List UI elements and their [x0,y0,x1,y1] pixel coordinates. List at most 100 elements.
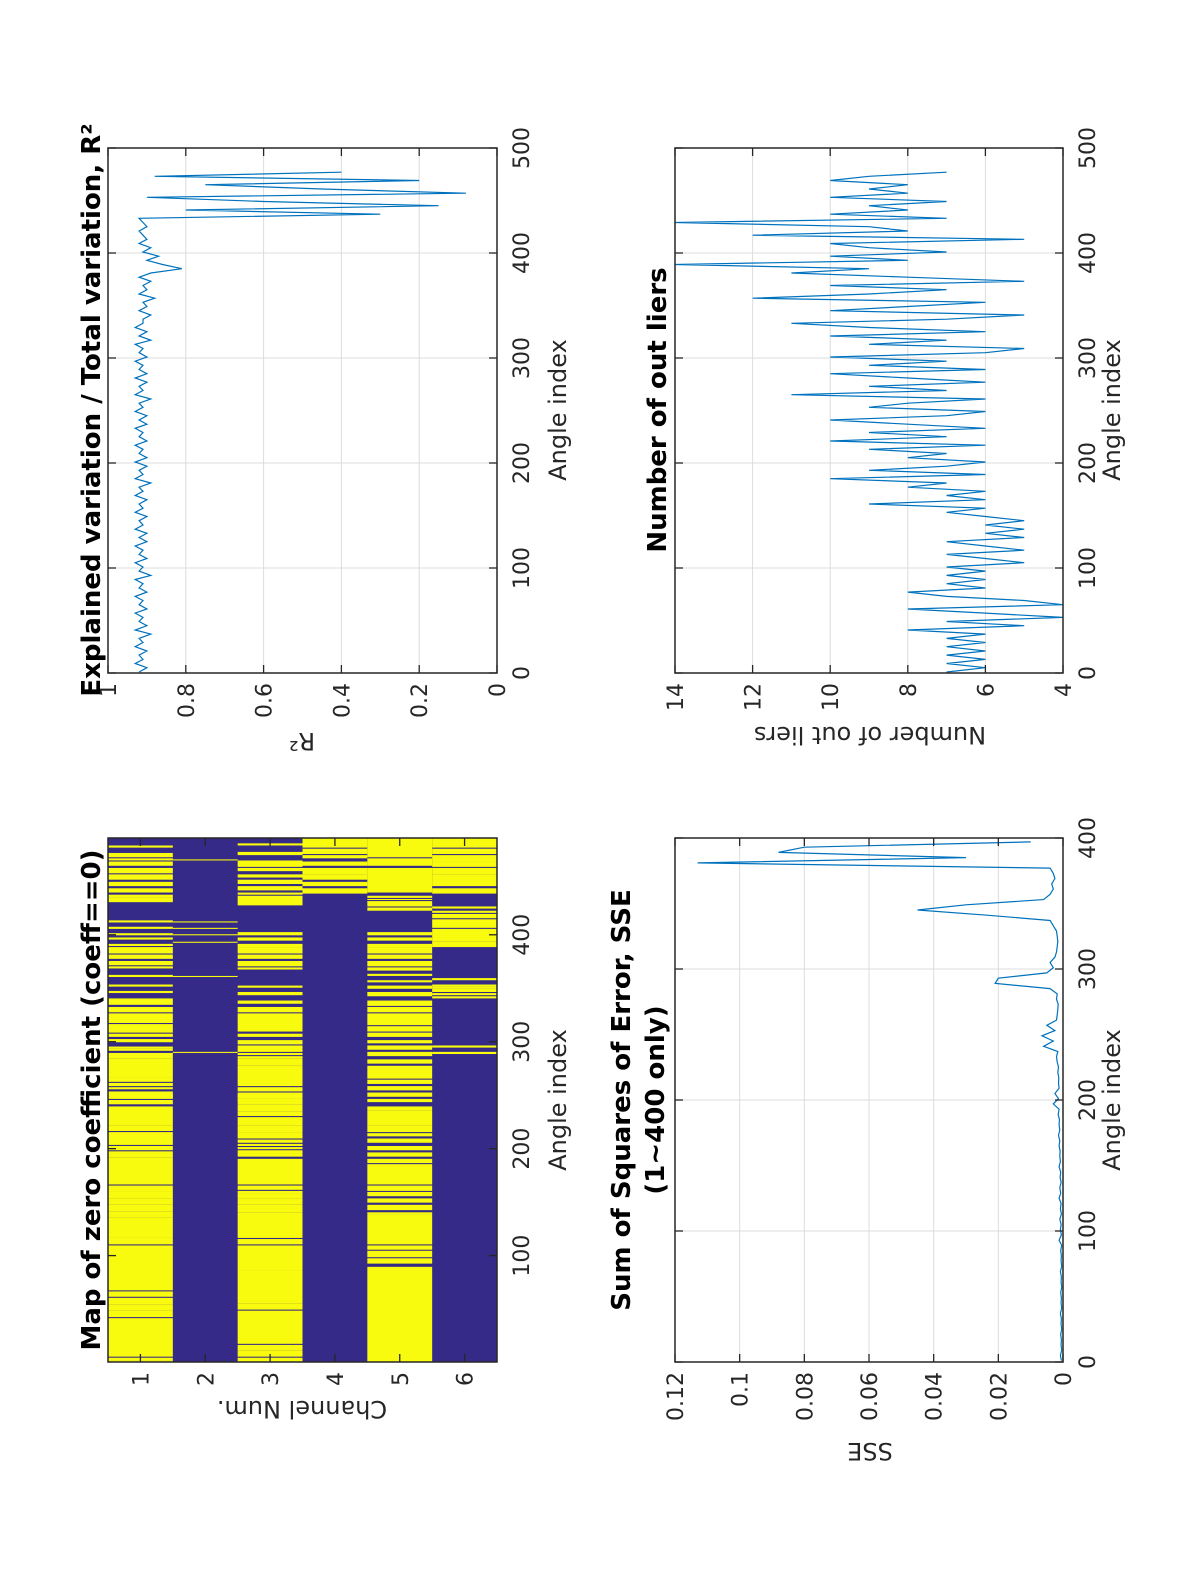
sse-ytick-label: 0.04 [923,1372,948,1421]
map-cell-zero-ch1 [108,1058,173,1078]
map-xtick-label: 400 [510,914,535,956]
map-cell-zero-ch3 [237,1139,303,1143]
map-cell-zero-ch3 [237,892,303,895]
map-cell-zero-ch5 [367,1110,433,1126]
map-cell-zero-ch5 [367,1125,433,1133]
map-cell-zero-ch1 [108,926,173,929]
r2-ytick-label: 0 [486,683,511,697]
map-cell-zero-ch4 [302,888,368,894]
outliers-title: Number of out liers [643,267,673,552]
map-cell-zero-ch3 [237,985,303,988]
map-cell-zero-ch1 [108,1087,173,1090]
map-cell-zero-ch3 [237,1239,303,1245]
map-cell-zero-ch1 [108,874,173,880]
map-ytick-label: 3 [259,1372,284,1386]
sse-ytick-label: 0.12 [664,1372,689,1421]
map-cell-zero-ch1 [108,858,173,861]
map-cell-zero-ch5 [367,858,433,866]
map-cell-zero-ch4 [302,874,368,880]
map-cell-zero-ch5 [367,1191,433,1197]
map-cell-zero-ch6 [432,888,497,894]
map-cell-zero-ch5 [367,960,433,967]
map-cell-zero-ch1 [108,867,173,874]
map-cell-zero-ch3 [237,1204,303,1213]
map-cell-zero-ch3 [237,1000,303,1004]
map-cell-zero-ch1 [108,894,173,898]
map-axes-box [107,837,498,1363]
r2-ytick-label: 0.2 [408,683,433,718]
map-cell-zero-ch6 [432,855,497,862]
r2-ylabel: R² [289,727,315,755]
map-cell-zero-ch6 [432,874,497,887]
map-cell-zero-ch3 [237,1033,303,1037]
map-cell-zero-ch3 [237,1198,303,1205]
map-cell-zero-ch1 [108,990,173,994]
outliers-axes-box [674,147,1064,674]
map-cell-zero-ch5 [367,1065,433,1079]
r-squared-axes: 0 100 200 300 400 500 0 0.2 0.4 0.6 0.8 1 [97,127,535,718]
map-cell-zero-ch1 [108,1291,173,1297]
map-cell-zero-ch1 [108,947,173,954]
map-cell-zero-ch5 [367,867,433,893]
map-cell-zero-ch1 [108,881,173,887]
map-cell-zero-ch5 [367,1145,433,1151]
map-cell-zero-ch3 [237,1065,303,1087]
outliers-ytick-label: 4 [1052,683,1077,697]
map-cell-zero-ch1 [108,920,173,923]
map-cell-zero-ch6 [432,1051,497,1055]
map-cell-zero-ch1 [108,1125,173,1132]
map-cell-zero-ch5 [367,1250,433,1258]
map-cell-zero-ch5 [367,1158,433,1164]
map-cell-zero-ch6 [432,986,497,989]
map-cell-zero-ch3 [237,1111,303,1117]
map-cell-zero-ch5 [367,967,433,971]
map-cell-zero-ch1 [108,845,173,848]
map-cell-zero-ch5 [367,1032,433,1037]
map-cell-zero-ch1 [108,1237,173,1245]
outliers-xtick-label: 500 [1076,127,1101,169]
map-cell-zero-ch1 [108,1211,173,1218]
map-cell-zero-ch5 [367,1026,433,1032]
map-cell-zero-ch5 [367,937,433,941]
map-cell-zero-ch5 [367,1000,433,1006]
outliers-xlabel: Angle index [1098,339,1126,481]
map-cell-zero-ch5 [367,1214,433,1245]
map-cell-zero-ch5 [367,991,433,997]
map-cell-zero-ch2 [172,927,238,929]
map-cell-zero-ch5 [367,837,433,858]
map-cell-zero-ch3 [237,1303,303,1310]
map-cell-zero-ch3 [237,937,303,941]
map-cell-zero-ch4 [302,861,368,866]
map-cell-zero-ch1 [108,1310,173,1318]
r2-xtick-label: 200 [510,442,535,484]
map-cell-zero-ch2 [172,1051,238,1053]
map-cell-zero-ch6 [432,1045,497,1048]
map-cell-zero-ch4 [302,867,368,875]
map-cell-zero-ch3 [237,1117,303,1126]
outliers-series-line [674,171,1064,673]
map-cell-zero-ch3 [237,1190,303,1194]
map-cell-zero-ch3 [237,1150,303,1154]
map-cell-zero-ch1 [108,1204,173,1212]
map-cell-zero-ch3 [237,1052,303,1056]
map-cell-zero-ch3 [237,947,303,954]
map-cell-zero-ch2 [172,941,238,943]
r2-title: Explained variation / Total variation, R… [77,123,107,696]
map-cell-zero-ch5 [367,1051,433,1057]
map-cell-zero-ch1 [108,888,173,893]
map-cell-zero-ch1 [108,984,173,987]
map-cell-zero-ch2 [172,975,238,978]
r2-ytick-label: 0.6 [253,683,278,718]
outliers-ytick-label: 14 [664,683,689,711]
map-cell-zero-ch4 [302,848,368,855]
map-cell-zero-ch5 [367,1245,433,1250]
map-cell-zero-ch5 [367,985,433,989]
map-cell-zero-ch1 [108,1318,173,1357]
map-cell-zero-ch5 [367,973,433,976]
map-cell-zero-ch6 [432,928,497,942]
map-cell-zero-ch1 [108,1138,173,1145]
r2-xtick-label: 0 [510,666,535,680]
map-cell-zero-ch3 [237,1344,303,1351]
